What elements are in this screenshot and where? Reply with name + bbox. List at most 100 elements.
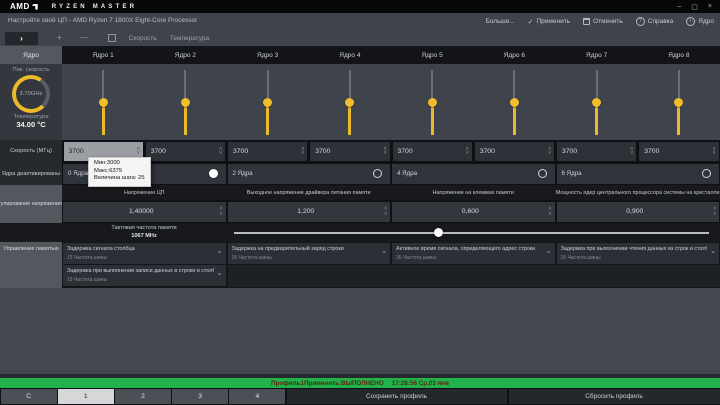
core-row-label: Ядро [0,46,62,64]
amd-arrow-icon [31,3,38,10]
tooltip-step: Величина шага: 25 [94,175,145,181]
chevron-down-icon[interactable]: ⌄ [216,269,223,277]
voltage-value: 0,900 [626,208,644,215]
spin-up-icon[interactable]: ˄ [219,206,223,212]
core-column-header-1: Ядро 1 [92,51,114,59]
discard-button[interactable]: Отменить [583,18,623,25]
memory-timing-dropdown-r1-3[interactable]: Задержка при выполнении чтения данных из… [556,242,719,264]
core-1-speed-spinner[interactable]: 3700 ˄ ˅ [63,141,143,161]
minimize-icon[interactable]: – [677,3,682,10]
core-2-speed-spinner[interactable]: 3700 ˄ ˅ [145,141,225,161]
spin-down-icon[interactable]: ˅ [384,210,387,217]
spin-up-icon[interactable]: ˄ [301,145,305,152]
spin-up-icon[interactable]: ˄ [548,145,551,152]
memory-timing-dropdown-r1-2[interactable]: Активное время сигнала, определяющего ад… [392,242,555,264]
spin-up-icon[interactable]: ˄ [713,206,716,212]
profile-tab-4[interactable]: 4 [229,389,286,404]
expand-button[interactable]: › [5,31,38,45]
spin-down-icon[interactable]: ˅ [548,150,551,156]
spin-up-icon[interactable]: ˄ [136,145,140,152]
close-icon[interactable]: × [707,3,712,10]
minus-icon[interactable]: — [80,33,89,42]
memory-timing-dropdown-r1-1[interactable]: Задержка на предварительный заряд строки… [227,242,390,264]
chevron-down-icon[interactable]: ⌄ [381,247,387,255]
profile-tab-C[interactable]: C [0,389,57,404]
spin-up-icon[interactable]: ˄ [548,206,552,212]
checkbox-icon[interactable] [107,34,116,42]
spin-up-icon[interactable]: ˄ [384,206,387,212]
spin-down-icon[interactable]: ˅ [383,150,387,156]
core-speed-slider-handle[interactable] [509,97,519,107]
timing-value: 15 Частота шины [67,254,108,261]
core-slider-column-4 [309,64,391,140]
spin-down-icon[interactable]: ˅ [630,150,634,156]
spin-down-icon[interactable]: ˅ [712,150,716,156]
profile-tab-3[interactable]: 3 [172,389,229,404]
spin-up-icon[interactable]: ˄ [712,145,716,152]
apply-button[interactable]: ✓ Применить [528,18,570,26]
spin-up-icon[interactable]: ˄ [219,145,222,152]
core-3-speed-spinner[interactable]: 3700 ˄ ˅ [228,141,308,161]
spin-down-icon[interactable]: ˅ [301,150,305,156]
core-speed-slider-handle[interactable] [98,97,108,107]
view-label-speed[interactable]: Скорость [128,34,157,42]
spinner-arrows: ˄ ˅ [630,145,634,156]
view-label-temperature[interactable]: Температура [169,34,210,42]
plus-icon[interactable]: + [57,33,62,42]
voltage-spinner-0[interactable]: 1,40000 ˄ ˅ [63,201,226,222]
memory-clock-slider-handle[interactable] [433,228,443,237]
temperature-label: Температура [13,114,49,120]
spin-up-icon[interactable]: ˄ [465,145,469,152]
spin-down-icon[interactable]: ˅ [136,150,140,156]
spin-down-icon[interactable]: ˅ [713,210,716,217]
spin-down-icon[interactable]: ˅ [219,150,222,156]
radio-icon[interactable] [208,169,218,178]
core-6-speed-spinner[interactable]: 3700 ˄ ˅ [474,141,554,161]
voltage-spinner-2[interactable]: 0,600 ˄ ˅ [392,201,555,222]
slider-fill [101,102,105,135]
core-speed-slider-handle[interactable] [180,97,190,107]
core-speed-slider-handle[interactable] [674,97,684,107]
core-speed-slider-handle[interactable] [263,97,273,107]
profile-tab-2[interactable]: 2 [115,389,171,404]
core-menu-button[interactable]: i Ядро [686,17,714,26]
spin-up-icon[interactable]: ˄ [630,145,634,152]
voltage-spinner-1[interactable]: 1,200 ˄ ˅ [227,201,390,222]
core-7-speed-spinner[interactable]: 3700 ˄ ˅ [557,141,637,161]
chevron-down-icon[interactable]: ⌄ [710,247,716,255]
core-speed-slider-handle[interactable] [592,97,602,107]
window-controls: – ▢ × [677,0,712,13]
radio-icon[interactable] [537,169,547,178]
radio-icon[interactable] [702,169,711,178]
voltage-spinner-3[interactable]: 0,900 ˄ ˅ [556,201,719,222]
empty-workspace-area [0,288,720,374]
disable-cores-option-1[interactable]: 2 Ядра [227,163,390,184]
maximize-icon[interactable]: ▢ [691,3,698,11]
core-speed-slider-handle[interactable] [345,97,355,107]
spin-down-icon[interactable]: ˅ [548,210,552,217]
core-slider-column-7 [556,64,638,140]
spin-down-icon[interactable]: ˅ [219,210,223,217]
spinner-arrows: ˄ ˅ [136,145,140,156]
timing-value: 15 Частота шины [560,254,601,261]
more-button[interactable]: Больше... [485,18,514,25]
memory-clock-slider[interactable] [234,232,709,234]
core-8-speed-spinner[interactable]: 3700 ˄ ˅ [639,141,719,161]
spin-up-icon[interactable]: ˄ [383,145,387,152]
disabled-cores-row: 0 Ядра 2 Ядра 4 Ядра 6 Ядра [62,162,720,185]
help-button[interactable]: ? Справка [635,17,673,26]
disable-cores-option-3[interactable]: 6 Ядра [556,163,719,184]
memory-timing-dropdown-r1-0[interactable]: Задержка сигнала столбца 15 Частота шины ⌄ [63,242,226,264]
core-speed-slider-handle[interactable] [427,97,437,107]
disable-cores-option-2[interactable]: 4 Ядра [392,163,555,184]
core-5-speed-spinner[interactable]: 3700 ˄ ˅ [392,141,472,161]
reset-profile-button[interactable]: Сбросить профиль [508,389,720,404]
chevron-down-icon[interactable]: ⌄ [216,247,223,255]
chevron-down-icon[interactable]: ⌄ [545,247,552,255]
memory-timing-dropdown-r2-0[interactable]: Задержка при выполнении записи данных в … [63,264,226,286]
profile-tab-1[interactable]: 1 [57,389,114,404]
radio-icon[interactable] [373,169,382,178]
core-4-speed-spinner[interactable]: 3700 ˄ ˅ [310,141,390,161]
spin-down-icon[interactable]: ˅ [465,150,469,156]
save-profile-button[interactable]: Сохранить профиль [286,389,507,404]
